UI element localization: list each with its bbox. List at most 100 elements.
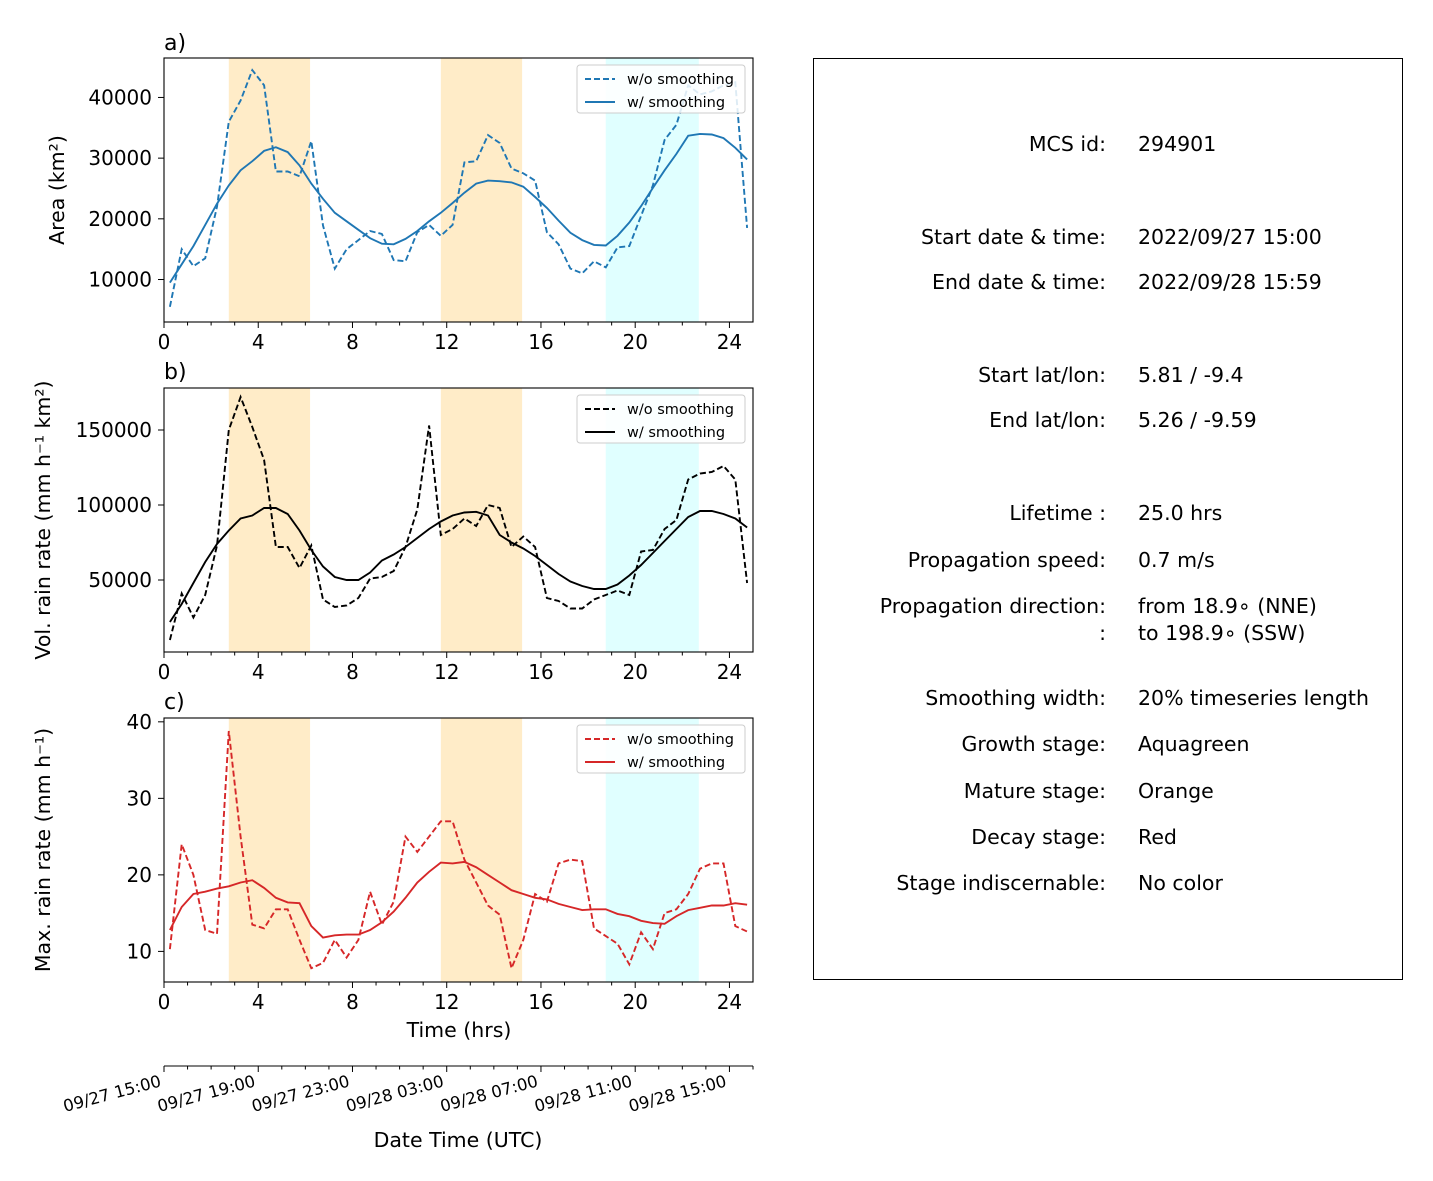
legend-entry: w/ smoothing bbox=[627, 755, 725, 771]
info-value: from 18.9∘ (NNE) bbox=[1138, 594, 1317, 618]
info-row-propagation-direction-to: : to 198.9∘ (SSW) bbox=[814, 620, 1402, 646]
info-row-end-time: End date & time: 2022/09/28 15:59 bbox=[814, 269, 1402, 295]
info-value: Red bbox=[1138, 825, 1177, 849]
date-axis-label: Date Time (UTC) bbox=[374, 1128, 543, 1152]
series-line-smoothed bbox=[169, 132, 748, 284]
mcs-info-box: MCS id: 294901 Start date & time: 2022/0… bbox=[813, 58, 1403, 980]
date-tick-label: 09/27 19:00 bbox=[155, 1072, 257, 1116]
date-tick-label: 09/28 11:00 bbox=[532, 1072, 634, 1116]
x-tick-label: 4 bbox=[252, 990, 265, 1014]
info-row-smoothing-width: Smoothing width: 20% timeseries length bbox=[814, 685, 1402, 711]
x-tick-label: 16 bbox=[528, 330, 553, 354]
info-label: Start date & time: bbox=[920, 225, 1106, 249]
info-value: to 198.9∘ (SSW) bbox=[1138, 621, 1306, 645]
series-line-smoothed bbox=[169, 507, 748, 623]
y-tick-label: 30000 bbox=[88, 146, 152, 170]
x-tick-label: 8 bbox=[346, 660, 359, 684]
panel-letter: b) bbox=[164, 360, 187, 385]
stage-band-mature bbox=[440, 388, 523, 652]
info-row-end-latlon: End lat/lon: 5.26 / -9.59 bbox=[814, 407, 1402, 433]
panel-c-max-rain-rate: 0 4 8 12 16 20 24 10 20 30 40 Max. rain rate (mm h⁻… bbox=[31, 690, 754, 1014]
x-tick-label: 24 bbox=[717, 990, 742, 1014]
info-label: MCS id: bbox=[1028, 132, 1106, 156]
panel-a-area: 0 4 8 12 16 20 24 10000 20000 30000 40000 Area (km²… bbox=[45, 31, 754, 354]
info-label: End date & time: bbox=[932, 270, 1106, 294]
x-tick-label: 4 bbox=[252, 330, 265, 354]
plot-frame bbox=[163, 57, 754, 323]
stage-band-mature bbox=[440, 58, 523, 322]
legend-frame bbox=[576, 394, 746, 444]
x-tick-label: 16 bbox=[528, 660, 553, 684]
legend-entry: w/o smoothing bbox=[627, 402, 734, 418]
info-row-growth-stage: Growth stage: Aquagreen bbox=[814, 731, 1402, 757]
y-tick-label: 40 bbox=[127, 710, 152, 734]
info-row-start-time: Start date & time: 2022/09/27 15:00 bbox=[814, 224, 1402, 250]
y-tick-label: 10 bbox=[127, 939, 152, 963]
y-tick-label: 10000 bbox=[88, 268, 152, 292]
info-row-start-latlon: Start lat/lon: 5.81 / -9.4 bbox=[814, 362, 1402, 388]
info-value: Aquagreen bbox=[1138, 732, 1250, 756]
info-row-propagation-direction: Propagation direction: from 18.9∘ (NNE) bbox=[814, 593, 1402, 619]
info-row-decay-stage: Decay stage: Red bbox=[814, 824, 1402, 850]
series-line-raw bbox=[168, 394, 749, 641]
panel-b-vol-rain-rate: 0 4 8 12 16 20 24 50000 100000 150000 Vol. rain ra… bbox=[31, 360, 754, 684]
y-tick-label: 100000 bbox=[76, 493, 152, 517]
legend-entry: w/ smoothing bbox=[627, 95, 725, 111]
y-tick-label: 20000 bbox=[88, 207, 152, 231]
info-row-mature-stage: Mature stage: Orange bbox=[814, 778, 1402, 804]
info-value: 5.26 / -9.59 bbox=[1138, 408, 1257, 432]
legend-frame bbox=[576, 724, 746, 774]
date-tick-label: 09/28 07:00 bbox=[438, 1072, 540, 1116]
x-tick-label: 12 bbox=[434, 330, 459, 354]
x-tick-label: 16 bbox=[528, 990, 553, 1014]
x-tick-label: 4 bbox=[252, 660, 265, 684]
date-tick-label: 09/27 15:00 bbox=[61, 1072, 163, 1116]
info-label: Start lat/lon: bbox=[978, 363, 1106, 387]
info-label: Smoothing width: bbox=[925, 686, 1106, 710]
series-line-smoothed bbox=[169, 860, 748, 939]
x-tick-label: 20 bbox=[622, 990, 647, 1014]
x-tick-label: 20 bbox=[622, 660, 647, 684]
y-axis-label: Vol. rain rate (mm h⁻¹ km²) bbox=[31, 380, 55, 659]
info-label: End lat/lon: bbox=[989, 408, 1106, 432]
info-value: 25.0 hrs bbox=[1138, 501, 1223, 525]
x-tick-label: 24 bbox=[717, 330, 742, 354]
x-axis-label: Time (hrs) bbox=[406, 1018, 512, 1042]
info-value: 2022/09/27 15:00 bbox=[1138, 225, 1322, 249]
info-label: Propagation speed: bbox=[907, 548, 1106, 572]
stage-band-mature bbox=[228, 718, 311, 982]
info-label: Mature stage: bbox=[963, 779, 1106, 803]
info-row-mcs-id: MCS id: 294901 bbox=[814, 131, 1402, 157]
info-value: 20% timeseries length bbox=[1138, 686, 1369, 710]
x-tick-label: 12 bbox=[434, 990, 459, 1014]
y-axis-label: Max. rain rate (mm h⁻¹) bbox=[31, 728, 55, 972]
plot-frame bbox=[163, 387, 754, 653]
legend: w/o smoothing w/ smoothing bbox=[576, 724, 746, 774]
date-tick-label: 09/28 03:00 bbox=[344, 1072, 446, 1116]
y-tick-label: 30 bbox=[127, 786, 152, 810]
x-tick-label: 8 bbox=[346, 330, 359, 354]
series-line-raw bbox=[168, 730, 748, 972]
x-tick-label: 0 bbox=[158, 330, 171, 354]
stage-band-mature bbox=[228, 388, 311, 652]
series-line-raw bbox=[168, 68, 749, 307]
y-tick-label: 20 bbox=[127, 863, 152, 887]
legend-entry: w/ smoothing bbox=[627, 425, 725, 441]
panel-letter: a) bbox=[164, 31, 186, 56]
legend-frame bbox=[576, 64, 746, 114]
info-label: Stage indiscernable: bbox=[896, 871, 1106, 895]
legend: w/o smoothing w/ smoothing bbox=[576, 64, 746, 114]
info-value: 294901 bbox=[1138, 132, 1217, 156]
info-value: Orange bbox=[1138, 779, 1214, 803]
x-tick-label: 12 bbox=[434, 660, 459, 684]
y-axis-label: Area (km²) bbox=[45, 135, 69, 245]
info-label: Decay stage: bbox=[971, 825, 1106, 849]
info-label: Growth stage: bbox=[961, 732, 1106, 756]
info-row-propagation-speed: Propagation speed: 0.7 m/s bbox=[814, 547, 1402, 573]
info-row-stage-indiscernable: Stage indiscernable: No color bbox=[814, 870, 1402, 896]
info-value: 5.81 / -9.4 bbox=[1138, 363, 1244, 387]
date-tick-label: 09/28 15:00 bbox=[627, 1072, 729, 1116]
legend-entry: w/o smoothing bbox=[627, 732, 734, 748]
info-value: 2022/09/28 15:59 bbox=[1138, 270, 1322, 294]
x-tick-label: 0 bbox=[158, 660, 171, 684]
